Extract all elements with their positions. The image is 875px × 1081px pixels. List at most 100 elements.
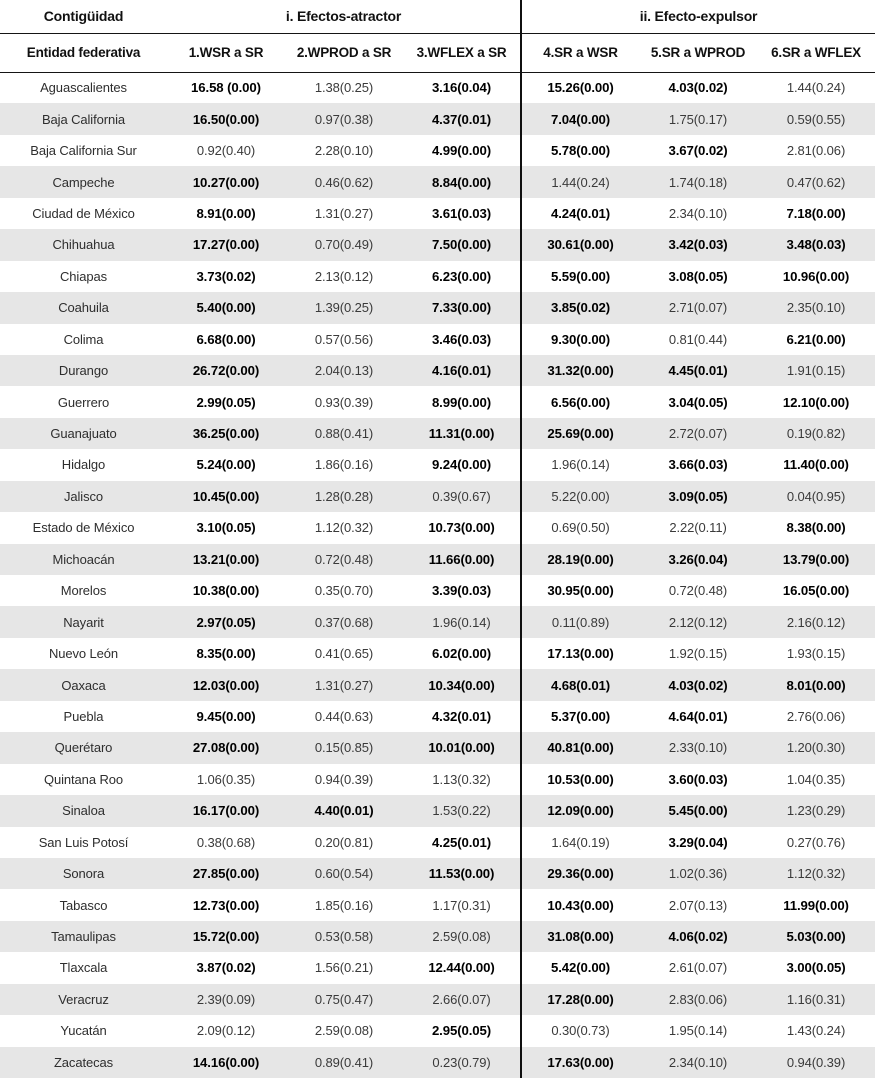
- stat-cell: 5.37(0.00): [550, 708, 611, 724]
- stat-cell: 0.04(0.95): [786, 488, 846, 504]
- stat-cell: 11.99(0.00): [783, 897, 849, 913]
- entity-name: Estado de México: [32, 520, 135, 536]
- stat-cell: 3.10(0.05): [196, 520, 256, 536]
- table-row: Chihuahua 17.27(0.00) 0.70(0.49) 7.50(0.00)…: [0, 229, 875, 261]
- column-header-sr-a-wflex: 6.SR a WFLEX: [757, 33, 875, 73]
- entity-name: Oaxaca: [61, 677, 106, 693]
- entity-name: Baja California: [41, 111, 126, 127]
- entity-name: Puebla: [63, 708, 104, 724]
- stat-cell: 27.85(0.00): [192, 866, 260, 882]
- stat-cell: 0.35(0.70): [314, 583, 374, 599]
- stat-cell: 0.20(0.81): [314, 834, 374, 850]
- stat-cell: 31.08(0.00): [547, 929, 614, 945]
- stat-cell: 10.96(0.00): [782, 268, 850, 284]
- stat-cell: 2.72(0.07): [668, 426, 728, 442]
- stat-cell: 9.24(0.00): [403, 449, 523, 481]
- stat-cell: 1.17(0.31): [403, 889, 523, 921]
- table-row: Tabasco 12.73(0.00) 1.85(0.16) 1.17(0.31) 10…: [0, 889, 875, 921]
- stat-cell: 1.28(0.28): [314, 488, 374, 504]
- stat-cell: 1.43(0.24): [786, 1023, 846, 1039]
- stat-cell: 11.31(0.00): [403, 417, 523, 450]
- table-row: Zacatecas 14.16(0.00) 0.89(0.41) 0.23(0.79)…: [0, 1046, 875, 1078]
- entity-name: Tlaxcala: [59, 960, 108, 976]
- stat-cell: 8.01(0.00): [786, 677, 846, 693]
- stat-cell: 15.72(0.00): [192, 929, 260, 945]
- entity-name: Nuevo León: [48, 646, 119, 662]
- stat-cell: 3.67(0.02): [668, 143, 728, 159]
- table-row: Campeche 10.27(0.00) 0.46(0.62) 8.84(0.00) 1…: [0, 166, 875, 198]
- stat-cell: 2.13(0.12): [314, 268, 374, 284]
- table-row: Oaxaca 12.03(0.00) 1.31(0.27) 10.34(0.00) 4.…: [0, 669, 875, 701]
- stat-cell: 8.84(0.00): [403, 166, 523, 198]
- stat-cell: 16.58 (0.00): [191, 80, 261, 96]
- stat-cell: 7.33(0.00): [403, 292, 523, 324]
- stat-cell: 0.70(0.49): [314, 237, 374, 253]
- stat-cell: 10.53(0.00): [547, 771, 614, 787]
- stat-cell: 1.86(0.16): [314, 457, 374, 473]
- stat-cell: 1.74(0.18): [668, 174, 728, 190]
- stat-cell: 0.72(0.48): [668, 583, 728, 599]
- stat-cell: 14.16(0.00): [192, 1054, 260, 1070]
- stat-cell: 12.44(0.00): [403, 952, 523, 984]
- stat-cell: 36.25(0.00): [192, 426, 260, 442]
- stat-cell: 3.46(0.03): [403, 323, 523, 355]
- stat-cell: 5.03(0.00): [786, 929, 846, 945]
- stat-cell: 2.07(0.13): [668, 897, 728, 913]
- stat-cell: 2.71(0.07): [668, 300, 728, 316]
- stat-cell: 4.03(0.02): [668, 80, 728, 96]
- stat-cell: 2.76(0.06): [786, 708, 846, 724]
- stat-cell: 5.22(0.00): [551, 488, 610, 504]
- stat-cell: 16.17(0.00): [192, 803, 260, 819]
- entity-name: Aguascalientes: [40, 80, 127, 96]
- entity-name: Sinaloa: [62, 803, 105, 819]
- stat-cell: 2.61(0.07): [668, 960, 728, 976]
- stat-cell: 6.68(0.00): [196, 331, 256, 347]
- stat-cell: 30.95(0.00): [547, 583, 614, 599]
- table-row: San Luis Potosí 0.38(0.68) 0.20(0.81) 4.25(…: [0, 826, 875, 858]
- stat-cell: 0.57(0.56): [314, 331, 374, 347]
- entity-name: Chihuahua: [52, 237, 115, 253]
- entity-name: San Luis Potosí: [38, 834, 129, 850]
- stat-cell: 10.01(0.00): [403, 732, 523, 764]
- stat-cell: 4.32(0.01): [403, 700, 523, 733]
- table-row: Colima 6.68(0.00) 0.57(0.56) 3.46(0.03) 9.30…: [0, 323, 875, 355]
- group-header-efecto-expulsor: ii. Efecto-expulsor: [521, 0, 875, 34]
- stat-cell: 0.41(0.65): [314, 646, 374, 662]
- stat-cell: 8.38(0.00): [786, 520, 846, 536]
- table-row: Puebla 9.45(0.00) 0.44(0.63) 4.32(0.01) 5.37…: [0, 700, 875, 733]
- stat-cell: 1.53(0.22): [403, 795, 523, 827]
- stat-cell: 13.21(0.00): [192, 551, 260, 567]
- table-row: Hidalgo 5.24(0.00) 1.86(0.16) 9.24(0.00) 1.9…: [0, 449, 875, 481]
- stat-cell: 4.99(0.00): [403, 134, 523, 167]
- stat-cell: 10.38(0.00): [192, 583, 260, 599]
- column-header-sr-a-wprod: 5.SR a WPROD: [639, 33, 758, 73]
- stat-cell: 3.26(0.04): [668, 551, 728, 567]
- stat-cell: 2.22(0.11): [669, 520, 727, 536]
- entity-name: Tamaulipas: [51, 929, 116, 945]
- stat-cell: 1.93(0.15): [786, 646, 846, 662]
- stat-cell: 4.24(0.01): [550, 205, 611, 221]
- stat-cell: 0.72(0.48): [314, 551, 374, 567]
- stat-cell: 2.95(0.05): [403, 1015, 523, 1047]
- stat-cell: 5.42(0.00): [550, 960, 611, 976]
- stat-cell: 4.37(0.01): [403, 103, 523, 135]
- stat-cell: 1.12(0.32): [314, 520, 374, 536]
- stat-cell: 5.40(0.00): [196, 300, 256, 316]
- table-body: Aguascalientes 16.58 (0.00) 1.38(0.25) 3.16…: [0, 72, 875, 1078]
- stat-cell: 2.04(0.13): [314, 363, 374, 379]
- stat-cell: 4.40(0.01): [314, 803, 374, 819]
- stat-cell: 26.72(0.00): [192, 363, 260, 379]
- stat-cell: 2.66(0.07): [403, 983, 523, 1016]
- table-row: Guerrero 2.99(0.05) 0.93(0.39) 8.99(0.00) 6.…: [0, 386, 875, 418]
- entity-name: Jalisco: [63, 488, 104, 504]
- table-row: Chiapas 3.73(0.02) 2.13(0.12) 6.23(0.00) 5.5…: [0, 260, 875, 293]
- stat-cell: 17.28(0.00): [547, 991, 614, 1007]
- stat-cell: 0.46(0.62): [314, 174, 374, 190]
- stat-cell: 2.97(0.05): [196, 614, 256, 630]
- stat-cell: 4.25(0.01): [403, 826, 523, 858]
- stat-cell: 7.18(0.00): [786, 205, 846, 221]
- stat-cell: 12.03(0.00): [192, 677, 260, 693]
- stat-cell: 9.30(0.00): [550, 331, 611, 347]
- stat-cell: 1.31(0.27): [314, 677, 374, 693]
- table-row: Morelos 10.38(0.00) 0.35(0.70) 3.39(0.03) 30…: [0, 575, 875, 607]
